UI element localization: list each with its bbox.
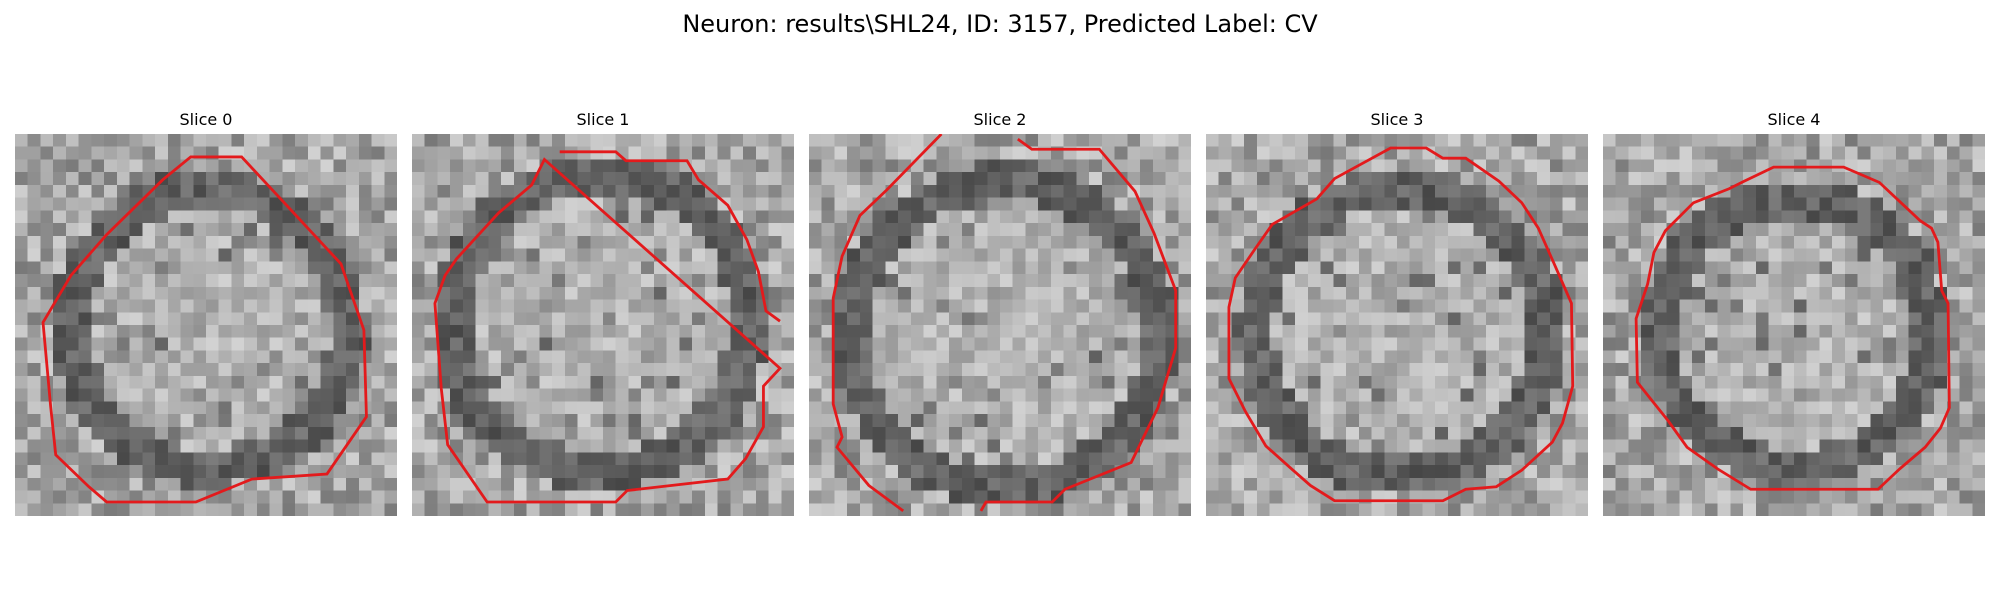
slice-image-1 [412, 134, 794, 516]
slice-image-4 [1603, 134, 1985, 516]
slice-title-3: Slice 3 [1370, 110, 1424, 129]
slice-image-3 [1206, 134, 1588, 516]
slice-panel-3: Slice 3 [1206, 108, 1588, 516]
figure-title: Neuron: results\SHL24, ID: 3157, Predict… [682, 10, 1318, 38]
slice-image-0 [15, 134, 397, 516]
cell-contour-3 [1227, 146, 1575, 503]
cell-contour-4 [1634, 165, 1951, 491]
slice-title-4: Slice 4 [1767, 110, 1821, 129]
slice-panel-4: Slice 4 [1603, 108, 1985, 516]
cell-contour-0 [41, 155, 368, 504]
slice-title-0: Slice 0 [179, 110, 233, 129]
cell-contour-1 [433, 150, 782, 504]
slice-panel-2: Slice 2 [809, 108, 1191, 516]
slice-image-2 [809, 134, 1191, 516]
cell-contour-2 [831, 134, 1178, 513]
slice-title-2: Slice 2 [973, 110, 1027, 129]
slice-panel-1: Slice 1 [412, 108, 794, 516]
slice-panel-0: Slice 0 [15, 108, 397, 516]
slice-title-1: Slice 1 [576, 110, 630, 129]
